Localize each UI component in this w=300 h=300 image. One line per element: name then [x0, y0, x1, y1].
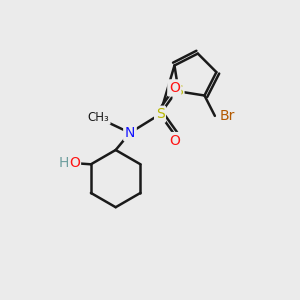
Text: N: N [125, 126, 135, 140]
Text: O: O [169, 81, 180, 95]
Text: CH₃: CH₃ [88, 111, 110, 124]
Text: S: S [156, 107, 164, 121]
Text: H: H [58, 156, 69, 170]
Text: S: S [174, 84, 183, 98]
Text: Br: Br [219, 109, 235, 123]
Text: O: O [169, 134, 180, 148]
Text: O: O [69, 156, 80, 170]
